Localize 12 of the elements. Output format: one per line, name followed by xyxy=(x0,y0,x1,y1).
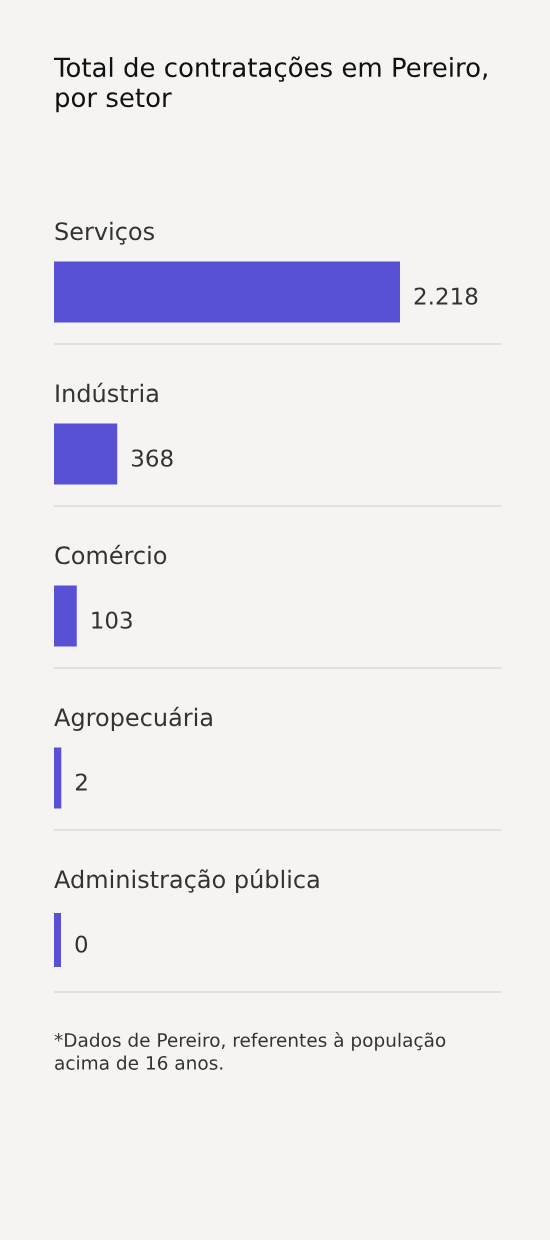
y-tick-label: Comércio xyxy=(55,544,167,565)
y-tick-label: Agropecuária xyxy=(54,706,212,731)
data-label: 103 xyxy=(92,611,132,629)
chart-title: Total de contratações em Pereiro, por setor xyxy=(53,56,487,113)
data-label: 2.218 xyxy=(414,287,478,305)
text: *Dados de Pereiro, referentes à população acima de 16 anos. xyxy=(54,1032,446,1070)
data-label: 368 xyxy=(132,449,173,467)
y-tick-label: Indústria xyxy=(56,382,158,403)
y-tick-label: Serviços xyxy=(55,221,154,245)
y-tick-label: Administração pública xyxy=(54,868,319,893)
data-label: 2 xyxy=(75,773,87,791)
data-label: 0 xyxy=(75,935,88,953)
